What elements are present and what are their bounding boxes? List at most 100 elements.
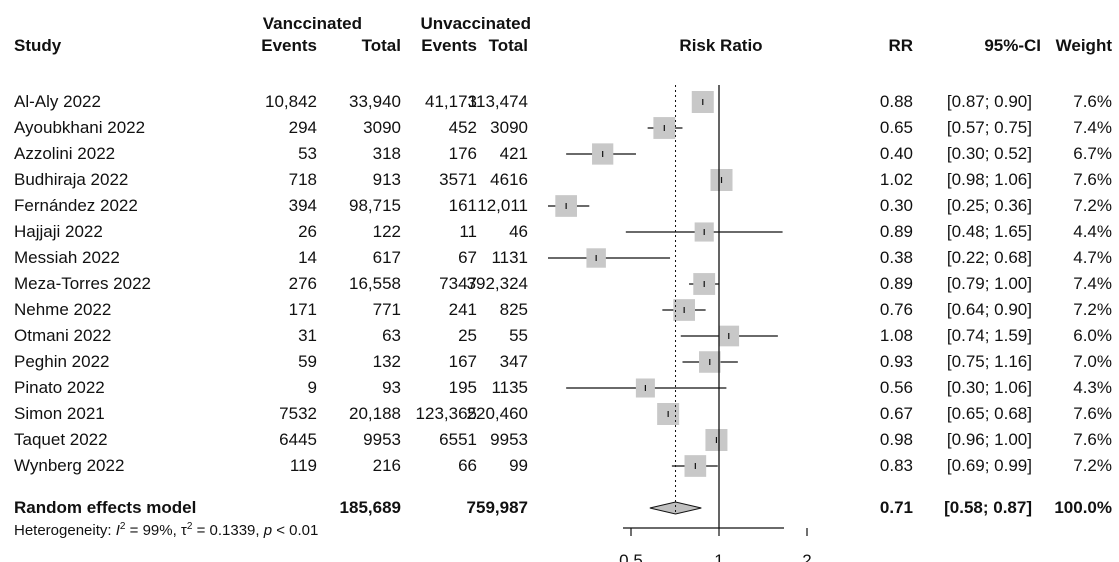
- total-unvaccinated: 1135: [491, 378, 528, 397]
- events-vaccinated: 394: [288, 196, 317, 215]
- events-vaccinated: 119: [289, 456, 317, 475]
- ci-value: [0.74; 1.59]: [946, 326, 1032, 345]
- study-name: Hajjaji 2022: [14, 222, 103, 241]
- total-unvaccinated: 55: [509, 326, 528, 345]
- weight-value: 4.7%: [1073, 248, 1112, 267]
- header-total-vaccinated: Total: [361, 36, 401, 55]
- total-vaccinated: 16,558: [349, 274, 401, 293]
- study-name: Azzolini 2022: [14, 144, 116, 163]
- total-vaccinated: 122: [372, 222, 401, 241]
- events-unvaccinated: 41,173: [425, 92, 477, 111]
- summary-total-vaccinated: 185,689: [339, 498, 401, 517]
- events-vaccinated: 31: [298, 326, 317, 345]
- total-unvaccinated: 825: [499, 300, 528, 319]
- summary-rr: 0.71: [879, 498, 913, 517]
- events-unvaccinated: 123,365: [415, 404, 477, 423]
- weight-value: 6.7%: [1073, 144, 1112, 163]
- total-vaccinated: 913: [372, 170, 401, 189]
- total-vaccinated: 771: [372, 300, 401, 319]
- events-unvaccinated: 66: [458, 456, 477, 475]
- rr-value: 0.89: [879, 274, 913, 293]
- study-name: Simon 2021: [14, 404, 105, 423]
- total-unvaccinated: 3090: [490, 118, 528, 137]
- events-vaccinated: 59: [298, 352, 317, 371]
- events-vaccinated: 9: [307, 378, 317, 397]
- events-vaccinated: 7532: [279, 404, 317, 423]
- ci-value: [0.69; 0.99]: [946, 456, 1032, 475]
- header-study: Study: [14, 36, 62, 55]
- weight-value: 7.6%: [1073, 430, 1112, 449]
- ci-value: [0.75; 1.16]: [946, 352, 1032, 371]
- weight-value: 7.2%: [1073, 300, 1112, 319]
- rr-value: 0.40: [879, 144, 913, 163]
- rr-value: 1.08: [879, 326, 913, 345]
- rr-value: 0.88: [879, 92, 913, 111]
- total-vaccinated: 216: [372, 456, 401, 475]
- heterogeneity-i2-value: = 99%,: [125, 522, 181, 539]
- total-unvaccinated: 4616: [490, 170, 528, 189]
- weight-value: 7.6%: [1073, 170, 1112, 189]
- rr-value: 0.67: [879, 404, 913, 423]
- weight-value: 7.2%: [1073, 196, 1112, 215]
- heterogeneity-p-symbol: p: [263, 522, 273, 539]
- events-unvaccinated: 176: [448, 144, 477, 163]
- ci-value: [0.65; 0.68]: [946, 404, 1032, 423]
- total-vaccinated: 9953: [363, 430, 401, 449]
- x-tick-label: 1: [714, 551, 723, 562]
- events-unvaccinated: 7347: [439, 274, 477, 293]
- rr-value: 0.98: [879, 430, 913, 449]
- total-unvaccinated: 9953: [490, 430, 528, 449]
- weight-value: 4.4%: [1073, 222, 1112, 241]
- total-unvaccinated: 421: [499, 144, 528, 163]
- events-unvaccinated: 6551: [439, 430, 477, 449]
- header-group-unvaccinated: Unvaccinated: [420, 14, 531, 33]
- ci-value: [0.48; 1.65]: [946, 222, 1032, 241]
- total-unvaccinated: 113,474: [467, 92, 528, 111]
- summary-total-unvaccinated: 759,987: [466, 498, 528, 517]
- heterogeneity-p-value: < 0.01: [272, 522, 319, 539]
- rr-value: 0.76: [879, 300, 913, 319]
- ci-value: [0.25; 0.36]: [946, 196, 1032, 215]
- events-unvaccinated: 452: [448, 118, 477, 137]
- summary-ci: [0.58; 0.87]: [944, 498, 1032, 517]
- study-name: Taquet 2022: [14, 430, 108, 449]
- study-name: Meza-Torres 2022: [14, 274, 152, 293]
- rr-value: 0.30: [879, 196, 913, 215]
- events-vaccinated: 171: [288, 300, 317, 319]
- events-vaccinated: 6445: [279, 430, 317, 449]
- ci-value: [0.64; 0.90]: [946, 300, 1032, 319]
- study-name: Al-Aly 2022: [14, 92, 101, 111]
- ci-value: [0.98; 1.06]: [946, 170, 1032, 189]
- study-name: Ayoubkhani 2022: [14, 118, 146, 137]
- total-unvaccinated: 1131: [491, 248, 528, 267]
- heterogeneity-tau-value: = 0.1339,: [192, 522, 264, 539]
- ci-value: [0.96; 1.00]: [946, 430, 1032, 449]
- events-unvaccinated: 161: [448, 196, 477, 215]
- header-weight: Weight: [1055, 36, 1112, 55]
- total-unvaccinated: 347: [499, 352, 528, 371]
- events-vaccinated: 10,842: [265, 92, 317, 111]
- total-unvaccinated: 99: [509, 456, 528, 475]
- study-name: Messiah 2022: [14, 248, 120, 267]
- total-vaccinated: 93: [382, 378, 401, 397]
- ci-value: [0.30; 0.52]: [946, 144, 1032, 163]
- header-ci: 95%-CI: [984, 36, 1041, 55]
- total-vaccinated: 33,940: [349, 92, 401, 111]
- heterogeneity-tau-sup: 2: [186, 521, 193, 532]
- heterogeneity-i2-symbol: I: [115, 522, 120, 539]
- events-unvaccinated: 3571: [439, 170, 477, 189]
- ci-value: [0.57; 0.75]: [946, 118, 1032, 137]
- ci-value: [0.79; 1.00]: [946, 274, 1032, 293]
- study-name: Wynberg 2022: [14, 456, 125, 475]
- header-group-vaccinated: Vanccinated: [262, 14, 362, 33]
- weight-value: 7.6%: [1073, 404, 1112, 423]
- ci-value: [0.87; 0.90]: [946, 92, 1032, 111]
- events-vaccinated: 276: [288, 274, 317, 293]
- header-events-unvaccinated: Events: [421, 36, 477, 55]
- summary-label: Random effects model: [14, 498, 197, 517]
- ci-value: [0.30; 1.06]: [946, 378, 1032, 397]
- total-vaccinated: 98,715: [349, 196, 401, 215]
- weight-value: 7.4%: [1073, 118, 1112, 137]
- weight-value: 7.4%: [1073, 274, 1112, 293]
- header-total-unvaccinated: Total: [488, 36, 528, 55]
